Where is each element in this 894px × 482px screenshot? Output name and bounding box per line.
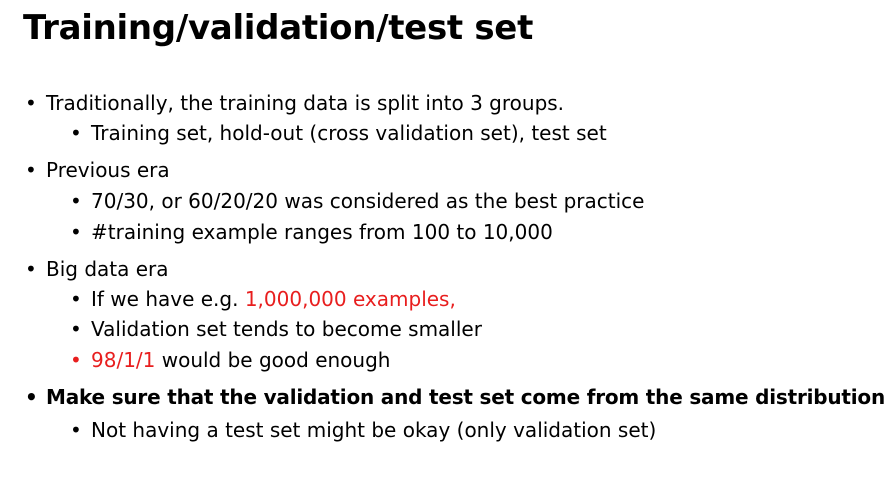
bullet-dot: • xyxy=(25,257,37,281)
sub-bullet-text: Validation set tends to become smaller xyxy=(91,317,482,341)
bullet-text: Previous era xyxy=(46,158,170,182)
sub-bullet-text: Not having a test set might be okay (onl… xyxy=(91,418,657,442)
sub-bullet-item: • #training example ranges from 100 to 1… xyxy=(70,220,553,244)
bullet-dot: • xyxy=(70,287,82,311)
sub-bullet-text: 70/30, or 60/20/20 was considered as the… xyxy=(91,189,645,213)
sub-bullet-text: If we have e.g. xyxy=(91,287,245,311)
bullet-item: • Make sure that the validation and test… xyxy=(25,385,886,409)
slide-title: Training/validation/test set xyxy=(23,8,534,48)
sub-bullet-item: • Validation set tends to become smaller xyxy=(70,317,482,341)
bullet-item: • Big data era xyxy=(25,257,169,281)
sub-bullet-item: • 98/1/1 would be good enough xyxy=(70,348,391,372)
sub-bullet-item: • If we have e.g. 1,000,000 examples, xyxy=(70,287,456,311)
bullet-dot: • xyxy=(25,91,37,115)
bullet-text: Make sure that the validation and test s… xyxy=(46,385,886,409)
sub-bullet-text: Training set, hold-out (cross validation… xyxy=(91,121,607,145)
sub-bullet-text: #training example ranges from 100 to 10,… xyxy=(91,220,553,244)
sub-bullet-item: • Training set, hold-out (cross validati… xyxy=(70,121,607,145)
bullet-text: Big data era xyxy=(46,257,169,281)
bullet-item: • Traditionally, the training data is sp… xyxy=(25,91,565,115)
highlight-text: 1,000,000 examples, xyxy=(244,287,456,311)
bullet-dot: • xyxy=(25,385,38,409)
bullet-dot: • xyxy=(70,418,82,442)
bullet-dot: • xyxy=(70,348,82,372)
bullet-dot: • xyxy=(70,317,82,341)
sub-bullet-item: • 70/30, or 60/20/20 was considered as t… xyxy=(70,189,645,213)
bullet-dot: • xyxy=(70,220,82,244)
bullet-item: • Previous era xyxy=(25,158,170,182)
bullet-dot: • xyxy=(25,158,37,182)
bullet-dot: • xyxy=(70,121,82,145)
bullet-dot: • xyxy=(70,189,82,213)
sub-bullet-text: would be good enough xyxy=(155,348,391,372)
highlight-text: 98/1/1 xyxy=(91,348,156,372)
bullet-text: Traditionally, the training data is spli… xyxy=(46,91,565,115)
sub-bullet-item: • Not having a test set might be okay (o… xyxy=(70,418,657,442)
